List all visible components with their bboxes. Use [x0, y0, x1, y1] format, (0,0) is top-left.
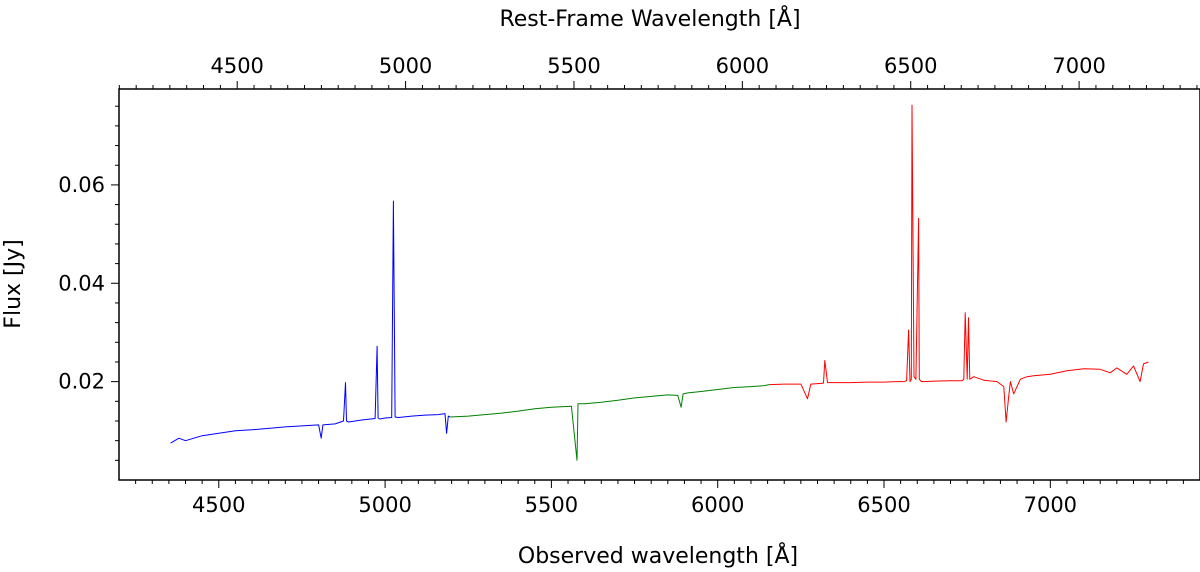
x-tick-label: 5000: [358, 493, 411, 517]
x-axis: 4500 5000 5500 6000 6500 7000: [135, 480, 1184, 517]
x2-tick-label: 5500: [547, 54, 600, 78]
plot-frame: [118, 88, 1200, 481]
y-axis-title: Flux [Jy]: [1, 239, 26, 328]
series-line-2: [449, 384, 770, 461]
x2-tick-label: 4500: [210, 54, 263, 78]
x-tick-label: 6000: [691, 493, 744, 517]
series-line-1: [170, 200, 451, 444]
y-tick-label: 0.02: [58, 370, 105, 394]
x-tick-label: 7000: [1024, 493, 1077, 517]
x2-axis: 4500 5000 5500 6000 6500 7000: [118, 54, 1198, 89]
x2-tick-label: 7000: [1052, 54, 1105, 78]
x2-tick-label: 6000: [716, 54, 769, 78]
x-axis-title: Observed wavelength [Å]: [518, 542, 798, 569]
series-group: [170, 104, 1149, 461]
y-axis: 0.02 0.04 0.06: [58, 105, 119, 461]
x-tick-label: 4500: [192, 493, 245, 517]
series-line-3: [769, 104, 1149, 423]
y-tick-label: 0.04: [58, 271, 105, 295]
y-tick-label: 0.06: [58, 173, 105, 197]
x-tick-label: 5500: [525, 493, 578, 517]
x-tick-label: 6500: [857, 493, 910, 517]
x2-axis-title: Rest-Frame Wavelength [Å]: [499, 5, 800, 32]
x2-tick-label: 6500: [884, 54, 937, 78]
x2-tick-label: 5000: [379, 54, 432, 78]
